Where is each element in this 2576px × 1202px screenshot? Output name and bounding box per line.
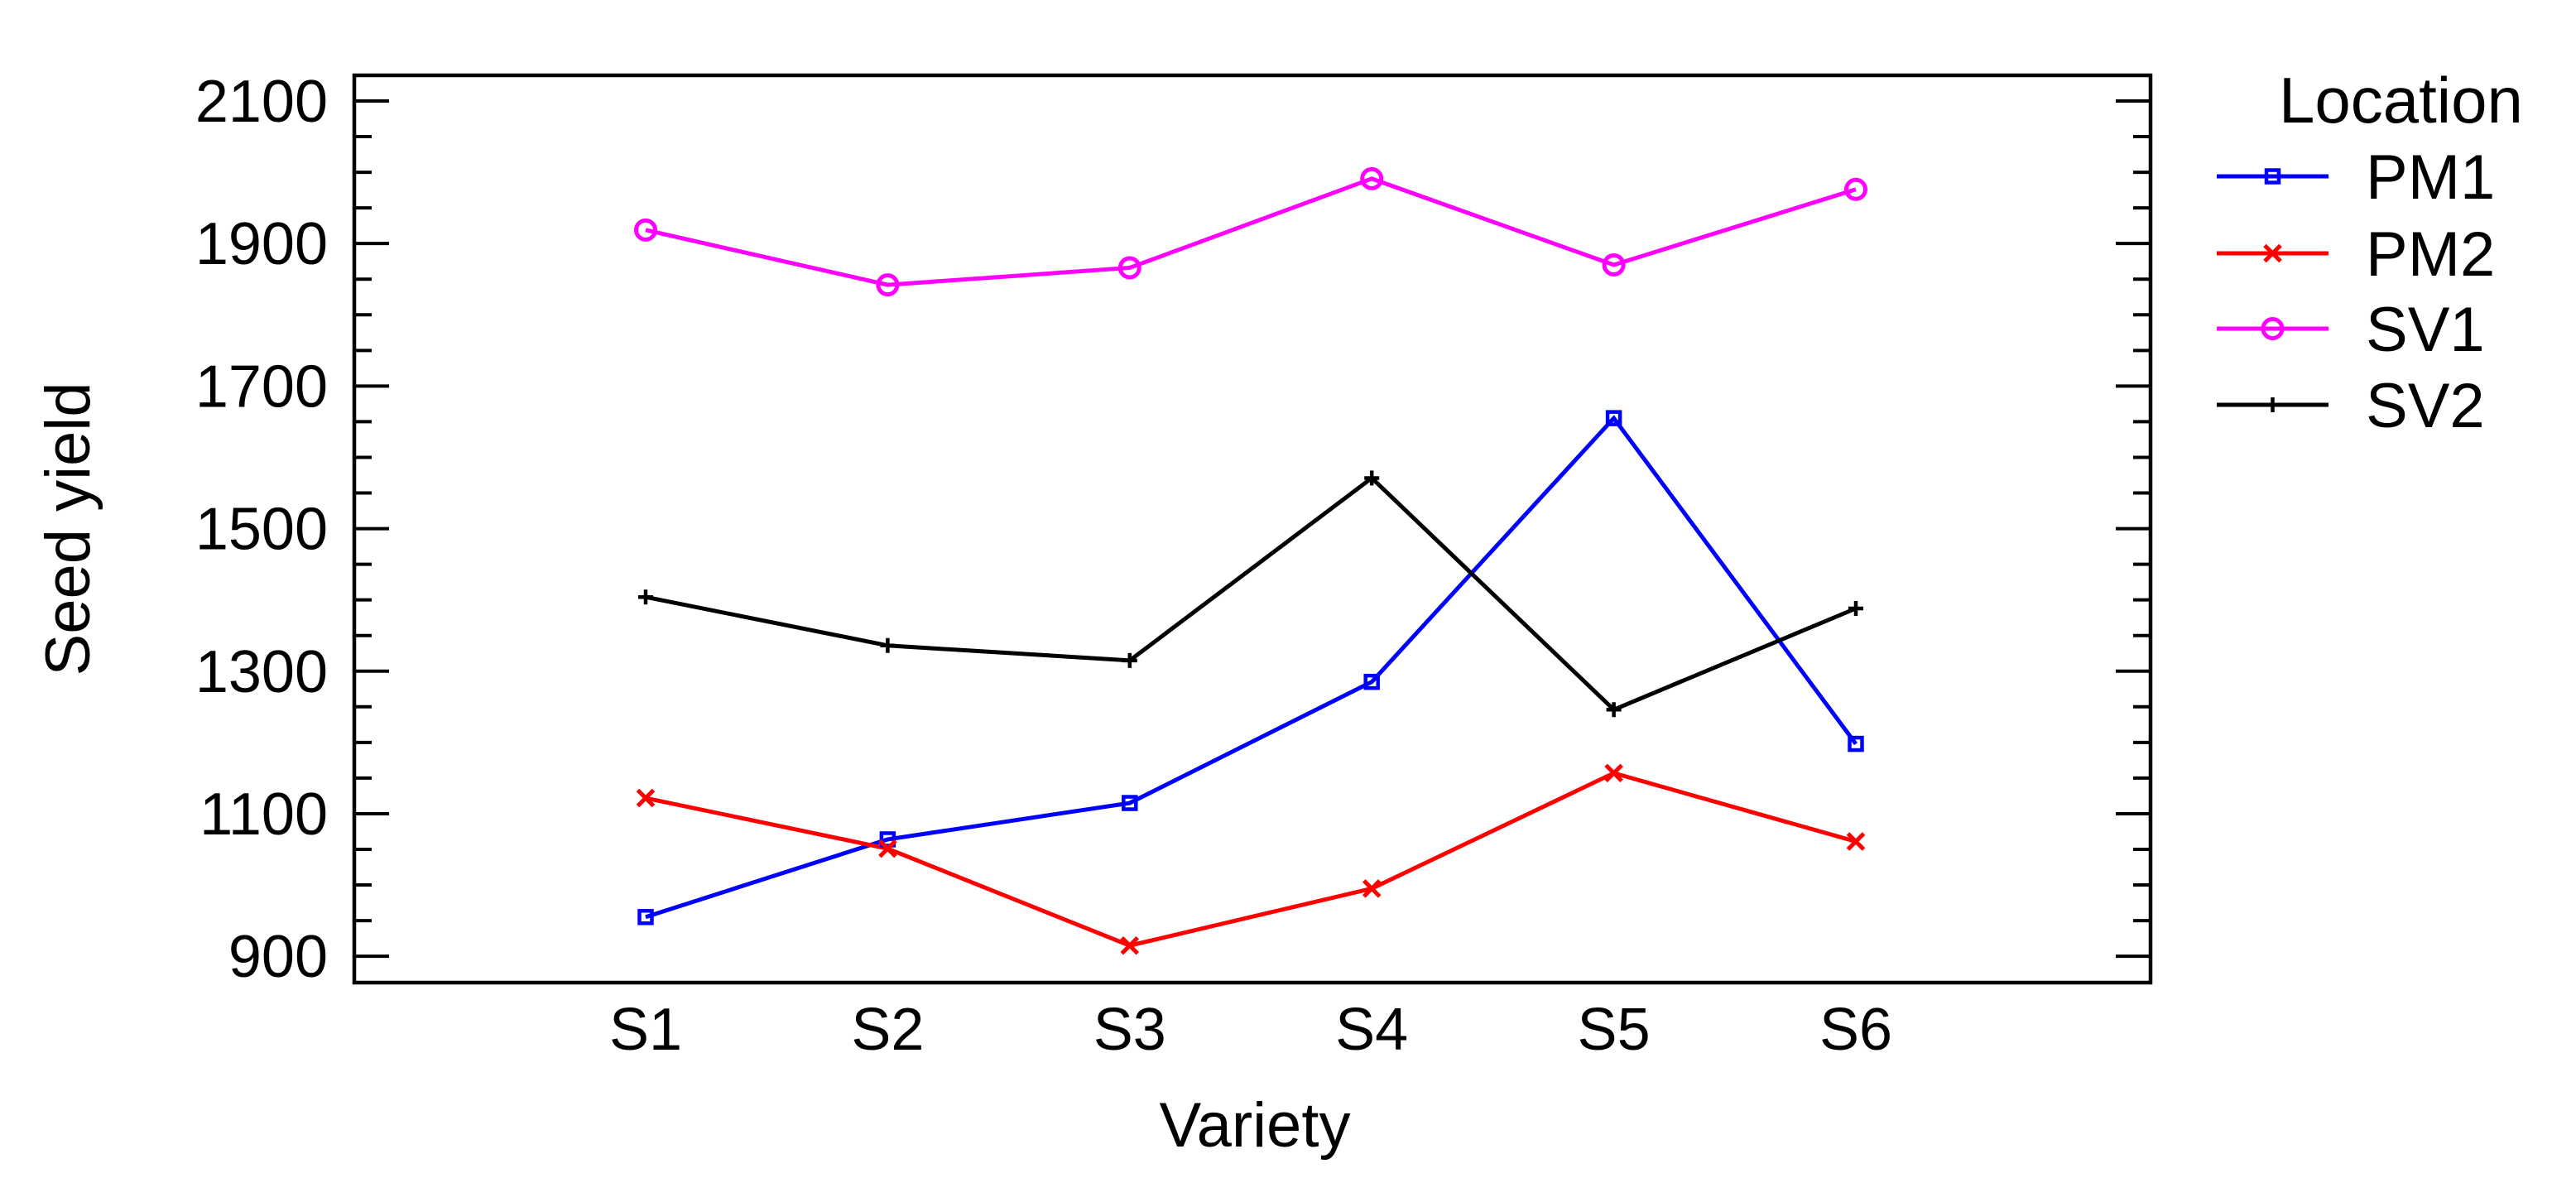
marker-x bbox=[1604, 763, 1623, 783]
x-tick-labels: S1 S2 S3 S4 S5 S6 bbox=[609, 997, 1892, 1063]
legend-label-PM1: PM1 bbox=[2366, 142, 2495, 213]
marker-square bbox=[1848, 735, 1864, 752]
legend-label-SV2: SV2 bbox=[2366, 371, 2485, 441]
x-tick-label: S6 bbox=[1819, 997, 1892, 1063]
marker-circle bbox=[1360, 166, 1384, 190]
marker-circle bbox=[2261, 317, 2285, 340]
x-axis-title: Variety bbox=[1160, 1090, 1351, 1161]
y-axis-title: Seed yield bbox=[33, 382, 103, 676]
marker-square bbox=[1122, 795, 1138, 811]
y-tick-label: 900 bbox=[228, 924, 328, 990]
marker-x bbox=[1362, 879, 1382, 898]
plot-frame bbox=[352, 73, 2153, 985]
marker-circle bbox=[1602, 253, 1626, 277]
marker-circle bbox=[1117, 256, 1141, 280]
marker-square bbox=[637, 909, 654, 926]
x-tick-label: S5 bbox=[1578, 997, 1651, 1063]
y-tick-label: 1300 bbox=[195, 639, 328, 705]
y-tick-label: 1100 bbox=[199, 781, 328, 848]
series-SV2 bbox=[645, 475, 1857, 713]
legend-entry-SV2: SV2 bbox=[2217, 371, 2485, 441]
x-tick-label: S2 bbox=[851, 997, 924, 1063]
marker-x bbox=[2263, 243, 2282, 263]
series-markers-PM1 bbox=[637, 410, 1864, 926]
marker-circle bbox=[1844, 177, 1867, 201]
x-tick-label: S3 bbox=[1093, 997, 1166, 1063]
y-tick-label: 1500 bbox=[195, 497, 328, 563]
marker-square bbox=[879, 831, 896, 848]
series-markers-SV1 bbox=[634, 166, 1867, 297]
marker-square bbox=[1363, 673, 1380, 690]
marker-x bbox=[1846, 832, 1866, 851]
series-line-PM2 bbox=[645, 771, 1857, 948]
series-markers-SV2 bbox=[638, 470, 1863, 718]
y-ticks bbox=[354, 99, 2151, 959]
y-tick-label: 1900 bbox=[195, 211, 328, 277]
legend-entry-SV1: SV1 bbox=[2217, 295, 2485, 365]
legend-label-SV1: SV1 bbox=[2366, 295, 2485, 365]
series-SV1 bbox=[645, 176, 1857, 287]
x-tick-label: S4 bbox=[1335, 997, 1408, 1063]
legend-title: Location bbox=[2279, 64, 2523, 137]
legend-entry-PM1: PM1 bbox=[2217, 142, 2495, 213]
series-markers-PM2 bbox=[636, 763, 1866, 955]
marker-x bbox=[636, 788, 656, 808]
x-tick-label: S1 bbox=[609, 997, 682, 1063]
series-line-SV1 bbox=[645, 176, 1857, 287]
legend-label-PM2: PM2 bbox=[2366, 219, 2495, 290]
marker-x bbox=[1120, 935, 1140, 955]
y-tick-label: 1700 bbox=[195, 353, 328, 420]
legend-entry-PM2: PM2 bbox=[2217, 219, 2495, 290]
y-tick-labels: 900 1100 1300 1500 1700 1900 2100 bbox=[195, 69, 328, 990]
marker-square bbox=[1605, 410, 1622, 426]
marker-circle bbox=[876, 273, 900, 297]
series-line-PM1 bbox=[645, 415, 1858, 920]
series-PM2 bbox=[645, 771, 1857, 948]
series-line-SV2 bbox=[645, 475, 1857, 713]
series-PM1 bbox=[645, 415, 1858, 920]
marker-square bbox=[2264, 168, 2281, 185]
marker-circle bbox=[634, 218, 657, 242]
y-tick-label: 2100 bbox=[195, 69, 328, 135]
marker-x bbox=[878, 839, 897, 858]
